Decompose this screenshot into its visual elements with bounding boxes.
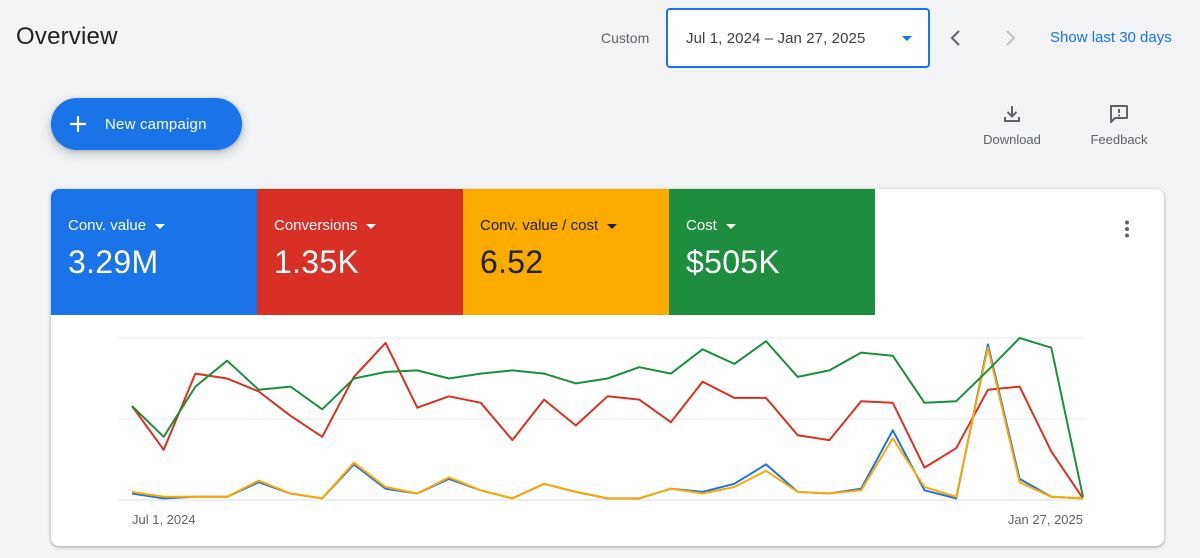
series-line-conversions: [131, 341, 1084, 499]
show-last-30-days-link[interactable]: Show last 30 days: [1050, 29, 1172, 46]
metric-tile-conversions[interactable]: Conversions 1.35K: [257, 189, 463, 315]
download-label: Download: [983, 132, 1041, 147]
caret-down-icon[interactable]: [607, 223, 618, 229]
metric-tile-conv-value[interactable]: Conv. value 3.29M: [51, 189, 257, 315]
performance-card: Conv. value 3.29M Conversions 1.35K Conv…: [51, 189, 1164, 546]
series-line-cost: [131, 337, 1084, 498]
series-line-conv-value-cost: [131, 346, 1084, 500]
page-title: Overview: [16, 23, 118, 50]
new-campaign-button[interactable]: New campaign: [51, 98, 242, 150]
chevron-right-icon[interactable]: [998, 26, 1022, 50]
download-icon: [1004, 106, 1020, 122]
plus-icon: [70, 116, 86, 132]
caret-down-icon[interactable]: [725, 223, 736, 229]
performance-line-chart: Jul 1, 2024 Jan 27, 2025: [118, 337, 1084, 527]
caret-down-icon[interactable]: [155, 223, 166, 229]
metric-value: 3.29M: [68, 244, 159, 280]
x-tick-label-start: Jul 1, 2024: [132, 512, 196, 527]
metric-label: Conv. value / cost: [480, 217, 599, 234]
feedback-icon: [1110, 105, 1128, 123]
metric-value: $505K: [686, 244, 781, 280]
metric-label: Cost: [686, 217, 717, 234]
feedback-button[interactable]: Feedback: [1079, 102, 1159, 154]
new-campaign-label: New campaign: [105, 115, 207, 133]
date-range-type-label: Custom: [601, 30, 650, 46]
caret-down-icon[interactable]: [366, 223, 377, 229]
metric-label: Conversions: [274, 217, 358, 234]
metric-tile-conv-value-per-cost[interactable]: Conv. value / cost 6.52: [463, 189, 669, 315]
date-range-picker[interactable]: Jul 1, 2024 – Jan 27, 2025: [666, 8, 930, 68]
metric-label: Conv. value: [68, 217, 147, 234]
feedback-label: Feedback: [1090, 132, 1148, 147]
metric-value: 1.35K: [274, 244, 360, 280]
metric-tile-cost[interactable]: Cost $505K: [669, 189, 875, 315]
chevron-left-icon[interactable]: [944, 26, 968, 50]
x-tick-label-end: Jan 27, 2025: [1008, 512, 1083, 527]
download-button[interactable]: Download: [972, 102, 1052, 154]
metric-tiles: Conv. value 3.29M Conversions 1.35K Conv…: [51, 189, 875, 315]
more-vert-icon[interactable]: [1115, 217, 1139, 241]
date-range-value: Jul 1, 2024 – Jan 27, 2025: [686, 29, 866, 47]
caret-down-icon: [902, 36, 912, 41]
metric-value: 6.52: [480, 244, 544, 280]
series-line-conv-value: [131, 343, 1084, 500]
